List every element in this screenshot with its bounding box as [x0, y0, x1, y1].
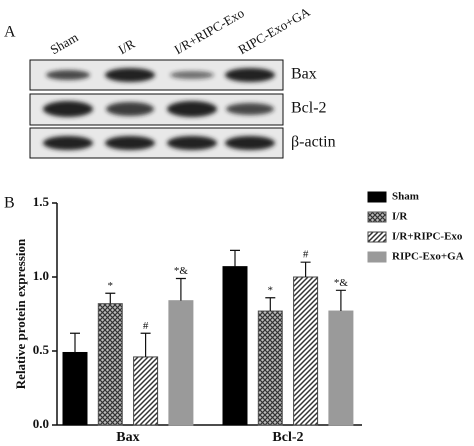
protein-label: Bcl-2: [291, 100, 327, 117]
error-bar: [265, 297, 276, 312]
legend-swatch: [367, 231, 387, 243]
legend-swatch: [367, 251, 387, 263]
bar: [222, 266, 248, 426]
significance-label: #: [303, 249, 309, 261]
lane-label: Sham: [47, 29, 80, 57]
lane-label: I/R: [115, 36, 137, 57]
bar: [133, 356, 159, 426]
y-tick-label: 0.0: [33, 416, 49, 431]
legend-swatch: [367, 191, 387, 203]
significance-label: *&: [174, 265, 189, 277]
x-tick-label: Bax: [116, 430, 139, 445]
lane-label: I/R+RIPC-Exo: [171, 5, 246, 57]
bar: [168, 300, 194, 426]
bar: [328, 310, 354, 426]
bar: [97, 303, 123, 426]
error-bar: [175, 277, 186, 301]
significance-label: *&: [334, 277, 349, 289]
significance-label: *: [268, 284, 274, 296]
legend-label: RIPC-Exo+GA: [392, 251, 464, 263]
error-bar: [230, 249, 240, 267]
error-bar: [335, 289, 346, 312]
error-bar: [105, 292, 116, 304]
significance-label: *: [108, 280, 114, 292]
significance-label: #: [143, 320, 149, 332]
error-bar: [70, 332, 80, 353]
bar: [293, 276, 319, 426]
error-bar: [140, 332, 151, 357]
y-tick-label: 1.0: [33, 268, 49, 283]
blot: [29, 59, 284, 159]
bar: [62, 351, 88, 426]
protein-label: Bax: [291, 66, 317, 83]
panel-label: A: [4, 24, 16, 41]
y-tick-label: 1.5: [33, 194, 50, 209]
legend-swatch: [367, 211, 387, 223]
error-bar: [300, 261, 311, 277]
lane-label: RIPC-Exo+GA: [235, 4, 313, 57]
legend-label: Sham: [392, 191, 419, 203]
y-axis-label: Relative protein expression: [13, 238, 28, 389]
x-tick-label: Bcl-2: [272, 430, 303, 445]
panel-label: B: [4, 195, 15, 212]
legend-label: I/R: [392, 211, 408, 223]
legend-label: I/R+RIPC-Exo: [392, 231, 463, 243]
protein-label: β-actin: [291, 134, 336, 151]
y-tick-label: 0.5: [33, 342, 50, 357]
bar: [257, 310, 283, 426]
